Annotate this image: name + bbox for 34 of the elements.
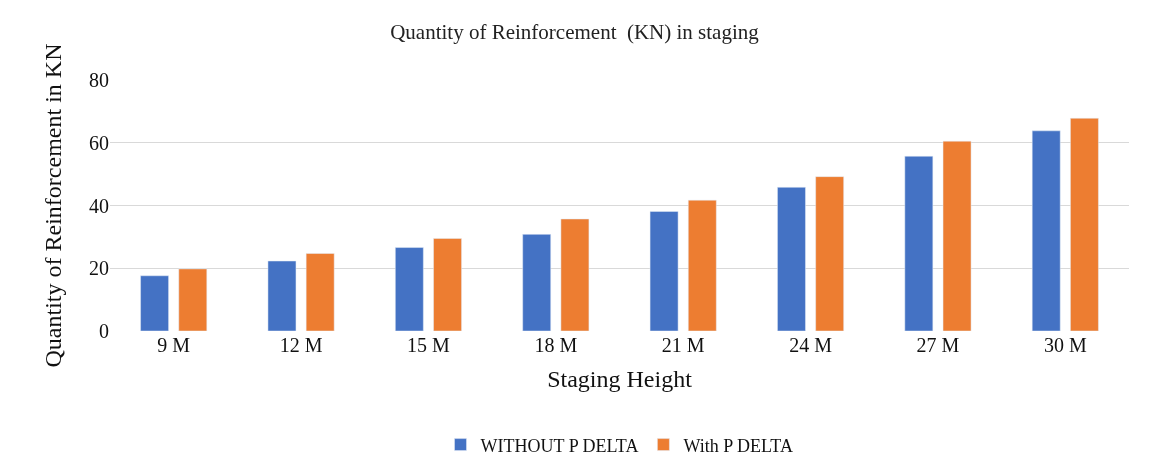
x-tick-label: 27 M <box>916 334 960 356</box>
bar <box>649 211 679 331</box>
y-tick-label: 40 <box>89 194 109 217</box>
bar <box>140 275 169 331</box>
x-tick-label: 15 M <box>407 334 451 356</box>
x-axis-title: Staging Height <box>547 366 693 393</box>
y-tick-label: 0 <box>99 320 109 342</box>
x-tick-label: 21 M <box>661 334 705 356</box>
x-tick-label: 24 M <box>789 334 833 356</box>
bar <box>395 247 424 331</box>
bar <box>178 268 208 331</box>
bar <box>433 238 462 331</box>
bar <box>1070 118 1099 331</box>
x-tick-label: 9 M <box>157 334 191 356</box>
y-tick-label: 60 <box>89 131 109 154</box>
bar <box>305 253 335 331</box>
bar <box>688 199 717 331</box>
x-tick-label: 18 M <box>534 334 578 356</box>
y-tick-label: 80 <box>89 69 109 91</box>
y-tick-label: 20 <box>89 257 109 280</box>
y-axis-title: Quantity of Reinforcement in KN <box>40 43 67 368</box>
bar <box>904 155 934 331</box>
bar <box>942 140 972 331</box>
bar <box>1031 130 1061 331</box>
bar <box>560 218 590 331</box>
bar <box>522 234 551 331</box>
chart-title: Quantity of Reinforcement (KN) in staging <box>390 19 760 44</box>
bar <box>815 176 844 331</box>
bar <box>777 187 806 331</box>
legend-label: WITHOUT P DELTA <box>480 435 639 456</box>
bar <box>267 260 297 331</box>
x-tick-label: 30 M <box>1043 334 1087 356</box>
x-tick-label: 12 M <box>279 334 323 356</box>
legend-label: With P DELTA <box>683 435 793 456</box>
